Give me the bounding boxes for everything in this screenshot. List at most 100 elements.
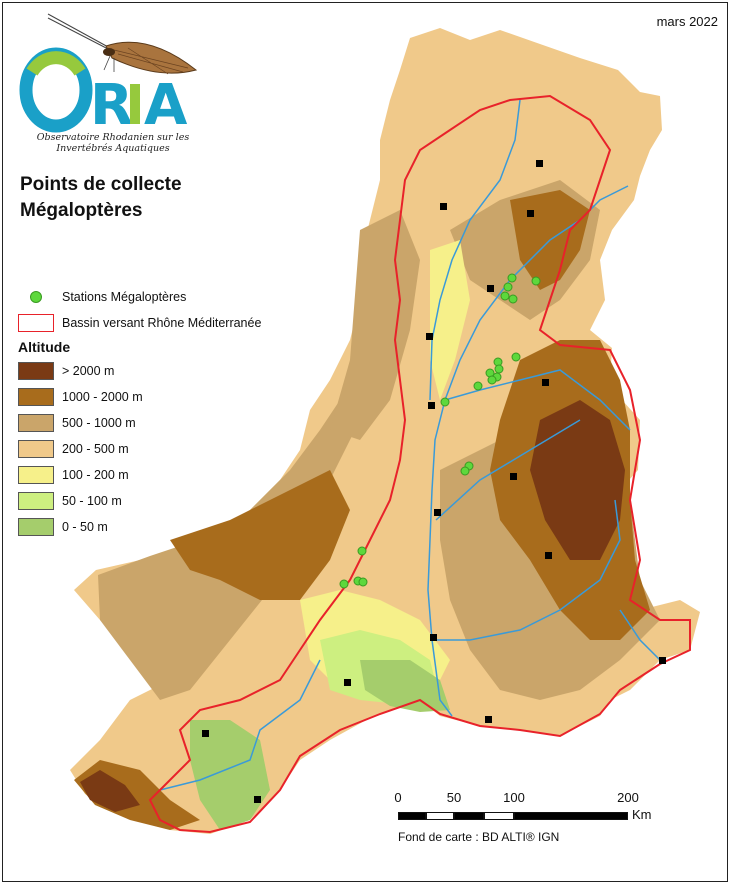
legend-stations-label: Stations Mégaloptères	[62, 290, 187, 304]
city-marker	[536, 160, 543, 167]
station-point	[487, 375, 497, 385]
altitude-swatch	[18, 362, 54, 380]
legend-altitude-class: > 2000 m	[18, 358, 261, 384]
scale-segment	[426, 812, 454, 820]
station-point	[508, 294, 518, 304]
altitude-class-label: > 2000 m	[62, 364, 115, 378]
city-marker	[428, 402, 435, 409]
zone-2000-plus-pyr	[80, 770, 140, 812]
title-line2: Mégaloptères	[20, 200, 143, 221]
city-marker	[510, 473, 517, 480]
city-marker	[527, 210, 534, 217]
zone-0-50	[360, 660, 450, 712]
river-drome	[435, 419, 581, 521]
legend-altitude-class: 100 - 200 m	[18, 462, 261, 488]
altitude-swatch	[18, 440, 54, 458]
basin-outline-icon	[18, 314, 54, 332]
scale-segment	[398, 812, 426, 820]
scale-segment	[514, 812, 628, 820]
scale-segment	[454, 812, 484, 820]
altitude-swatch	[18, 492, 54, 510]
station-point	[358, 577, 368, 587]
city-markers	[202, 160, 666, 803]
title-line1: Points de collecte	[20, 174, 182, 195]
scale-label-0: 0	[394, 790, 402, 805]
scale-label-200: 200	[617, 790, 639, 805]
legend-stations: Stations Mégaloptères	[18, 284, 261, 310]
altitude-class-label: 200 - 500 m	[62, 442, 129, 456]
city-marker	[440, 203, 447, 210]
legend: Stations Mégaloptères Bassin versant Rhô…	[18, 284, 261, 540]
river-aude	[159, 659, 321, 791]
map-date: mars 2022	[656, 14, 718, 29]
legend-altitude-class: 200 - 500 m	[18, 436, 261, 462]
city-marker	[485, 716, 492, 723]
station-point	[500, 291, 510, 301]
svg-text:A: A	[144, 73, 188, 137]
logo-subtitle-line1: Observatoire Rhodanien sur les	[36, 132, 190, 143]
scale-label-50: 50	[446, 790, 462, 805]
scale-label-100: 100	[503, 790, 525, 805]
zone-0-50-coast	[190, 720, 270, 830]
altitude-swatch	[18, 388, 54, 406]
oria-logo: R A	[18, 12, 208, 162]
station-point	[494, 364, 504, 374]
legend-altitude-title: Altitude	[18, 339, 71, 355]
city-marker	[659, 657, 666, 664]
city-marker	[430, 634, 437, 641]
caddisfly-icon	[47, 13, 198, 75]
zone-100-200-saone	[430, 240, 470, 400]
zone-1000-2000-massif	[170, 470, 350, 600]
station-point	[507, 273, 517, 283]
legend-basin: Bassin versant Rhône Méditerranée	[18, 310, 261, 336]
station-point	[357, 546, 367, 556]
station-point	[503, 282, 513, 292]
scale-bar: 0 50 100 200 Km	[390, 790, 660, 850]
city-marker	[542, 379, 549, 386]
logo-subtitle: Observatoire Rhodanien sur les Invertébr…	[20, 132, 206, 154]
city-marker	[545, 552, 552, 559]
station-point	[531, 276, 541, 286]
river-var	[619, 609, 661, 661]
river-saone	[429, 99, 521, 401]
city-marker	[344, 679, 351, 686]
altitude-swatch	[18, 518, 54, 536]
station-dot-icon	[30, 291, 42, 303]
scale-segment	[484, 812, 514, 820]
station-point	[473, 381, 483, 391]
basin-outline	[148, 94, 691, 834]
legend-basin-label: Bassin versant Rhône Méditerranée	[62, 316, 262, 330]
scale-unit: Km	[632, 807, 652, 822]
zone-500-1000-nw	[330, 210, 420, 440]
station-point	[460, 466, 470, 476]
river-isere	[444, 369, 631, 431]
zone-2000-plus	[530, 400, 625, 560]
svg-text:R: R	[90, 73, 133, 137]
altitude-class-label: 100 - 200 m	[62, 468, 129, 482]
legend-altitude-class: 50 - 100 m	[18, 488, 261, 514]
station-point	[339, 579, 349, 589]
city-marker	[202, 730, 209, 737]
city-marker	[434, 509, 441, 516]
river-durance	[432, 499, 621, 641]
altitude-class-label: 50 - 100 m	[62, 494, 122, 508]
logo-subtitle-line2: Invertébrés Aquatiques	[56, 143, 170, 154]
city-marker	[254, 796, 261, 803]
altitude-swatch	[18, 466, 54, 484]
altitude-class-label: 500 - 1000 m	[62, 416, 136, 430]
map-credit: Fond de carte : BD ALTI® IGN	[398, 830, 560, 844]
altitude-swatch	[18, 414, 54, 432]
altitude-class-label: 0 - 50 m	[62, 520, 108, 534]
city-marker	[426, 333, 433, 340]
station-point	[511, 352, 521, 362]
legend-altitude-class: 500 - 1000 m	[18, 410, 261, 436]
altitude-class-label: 1000 - 2000 m	[62, 390, 143, 404]
river-network	[159, 99, 661, 791]
legend-altitude-class: 1000 - 2000 m	[18, 384, 261, 410]
station-points	[339, 273, 541, 589]
station-point	[440, 397, 450, 407]
legend-altitude-class: 0 - 50 m	[18, 514, 261, 540]
city-marker	[487, 285, 494, 292]
